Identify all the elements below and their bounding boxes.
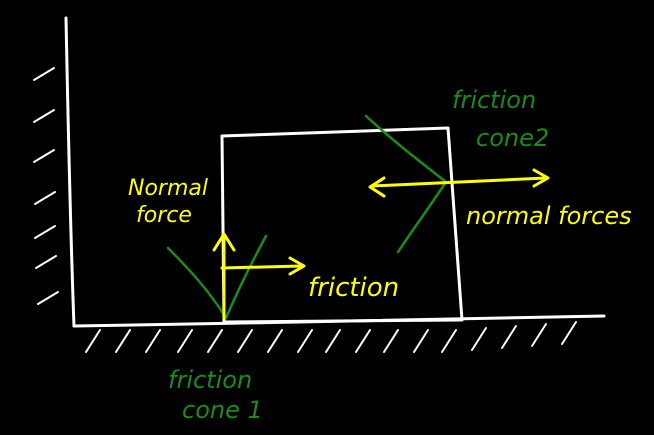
ground-hatching <box>85 321 577 353</box>
friction-cone-1-label-line1: friction <box>168 366 252 394</box>
normal-force-label-line2: force <box>136 203 192 228</box>
wall <box>33 16 76 328</box>
normal-force-arrow <box>212 232 236 320</box>
wall-hatching <box>33 67 59 305</box>
friction-label: friction <box>308 273 399 303</box>
friction-arrow <box>220 256 306 276</box>
normal-force-label-line1: Normal <box>128 176 208 201</box>
normal-forces-arrow <box>368 168 550 198</box>
friction-cone-1 <box>166 234 268 320</box>
friction-cone-1-label-line2: cone 1 <box>182 396 263 424</box>
friction-cone-2 <box>364 114 448 254</box>
normal-forces-label: normal forces <box>466 202 632 230</box>
wall-line <box>64 16 76 328</box>
friction-cone-2-label-line1: friction <box>452 86 536 114</box>
friction-cone-2-label-line2: cone2 <box>476 124 549 152</box>
